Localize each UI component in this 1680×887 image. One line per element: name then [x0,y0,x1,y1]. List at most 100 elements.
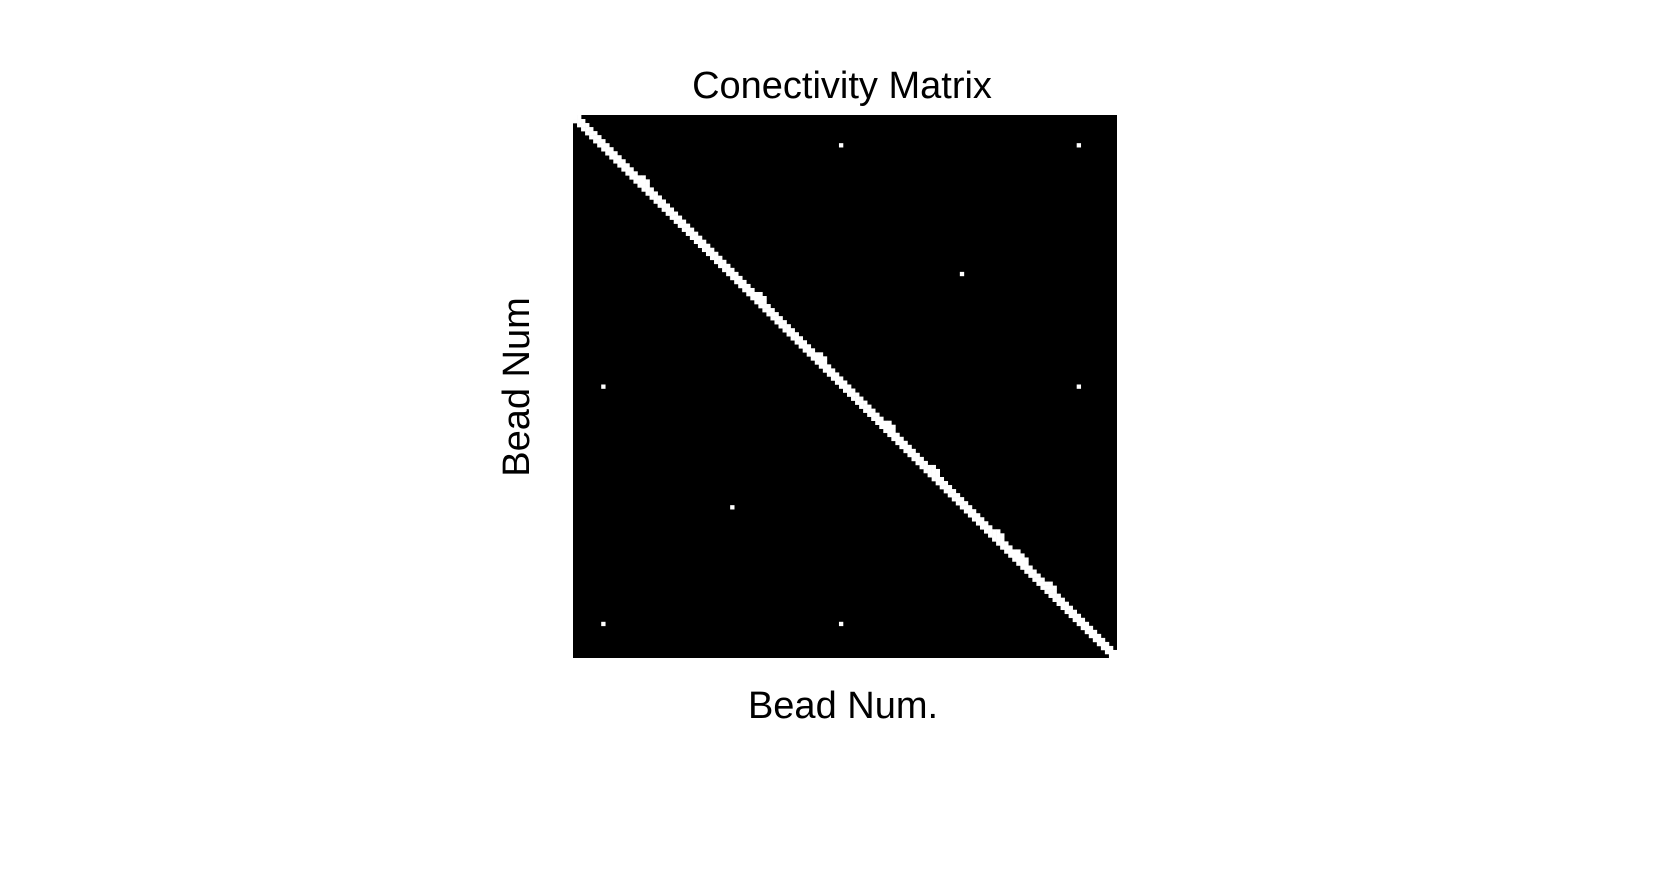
matrix-cell [1076,143,1082,148]
matrix-cell [1044,585,1049,590]
matrix-cell [581,119,586,124]
matrix-cell [859,400,864,405]
matrix-cell [915,460,920,466]
matrix-cell [947,485,953,490]
matrix-cell [818,360,824,365]
matrix-cell [685,227,691,232]
matrix-cell [887,432,892,438]
matrix-cell [657,203,662,208]
matrix-cell [818,356,824,361]
matrix-cell [697,235,703,240]
matrix-cell [1040,585,1045,590]
matrix-cell [701,247,707,253]
matrix-cell [992,533,997,538]
matrix-cell [842,384,848,389]
matrix-cell [605,147,610,152]
matrix-cell [1056,597,1061,602]
matrix-cell [742,287,747,293]
matrix-cell [875,412,880,417]
matrix-cell [907,452,912,458]
matrix-cell [1064,601,1069,607]
matrix-cell [810,352,816,357]
matrix-cell [1016,557,1021,562]
matrix-cell [770,316,775,321]
matrix-cell [774,312,779,317]
matrix-cell [697,239,703,245]
matrix-cell [935,468,940,474]
matrix-cell [822,356,828,361]
matrix-cell [762,296,767,301]
matrix-cell [665,211,671,216]
matrix-cell [830,376,836,381]
matrix-cell [730,275,735,281]
matrix-cell [996,529,1001,534]
matrix-cell [1084,629,1090,635]
matrix-cell [1064,609,1069,615]
matrix-cell [996,541,1001,546]
matrix-cell [806,344,812,349]
matrix-cell [710,255,715,261]
matrix-cell [669,207,675,212]
matrix-cell [939,485,945,490]
matrix-cell [834,372,840,377]
matrix-cell [730,267,735,273]
matrix-cell [1108,645,1114,651]
matrix-cell [770,312,775,317]
matrix-cell [1076,613,1082,619]
matrix-cell [1108,653,1114,659]
matrix-cell [754,296,759,301]
matrix-cell [1004,545,1009,550]
matrix-cell [911,448,916,454]
matrix-cell [1048,581,1053,586]
matrix-cell [855,392,860,397]
matrix-cell [1080,621,1086,627]
matrix-cell [1012,553,1017,558]
matrix-cell [851,388,856,393]
matrix-cell [589,135,594,140]
matrix-cell [742,283,747,289]
matrix-cell [1036,573,1041,578]
matrix-cell [677,215,683,220]
matrix-cell [1004,541,1009,546]
matrix-cell [1072,609,1077,615]
matrix-cell [1072,613,1077,619]
matrix-cell [1032,573,1037,578]
matrix-cell [855,396,860,401]
matrix-cell [851,396,856,401]
matrix-cell [685,223,691,228]
matrix-cell [637,175,642,180]
matrix-cell [677,219,683,224]
matrix-cell [621,159,626,164]
matrix-cell [883,424,888,430]
matrix-cell [1016,561,1021,566]
matrix-cell [975,513,981,518]
matrix-cell [653,199,658,204]
matrix-cell [593,131,598,136]
matrix-cell [834,376,840,381]
matrix-cell [984,521,989,526]
matrix-cell [798,340,803,345]
matrix-cell [621,163,626,168]
matrix-cell [758,291,763,297]
matrix-cell [863,404,868,409]
matrix-cell [766,304,771,309]
matrix-cell [778,324,783,329]
matrix-cell [790,328,795,333]
matrix-cell [943,489,949,494]
matrix-cell [585,123,590,128]
matrix-cell [577,115,582,120]
matrix-cell [701,239,707,245]
matrix-cell [1036,581,1041,586]
matrix-cell [589,127,594,132]
matrix-cell [979,525,985,530]
matrix-cell [879,420,884,426]
matrix-cell [798,344,803,349]
matrix-cell [633,175,638,180]
matrix-cell [697,243,703,249]
matrix-cell [959,501,965,506]
matrix-cell [895,436,900,442]
matrix-cell [814,360,820,365]
matrix-cell [810,356,816,361]
matrix-cell [633,179,638,184]
matrix-cell [895,440,900,446]
